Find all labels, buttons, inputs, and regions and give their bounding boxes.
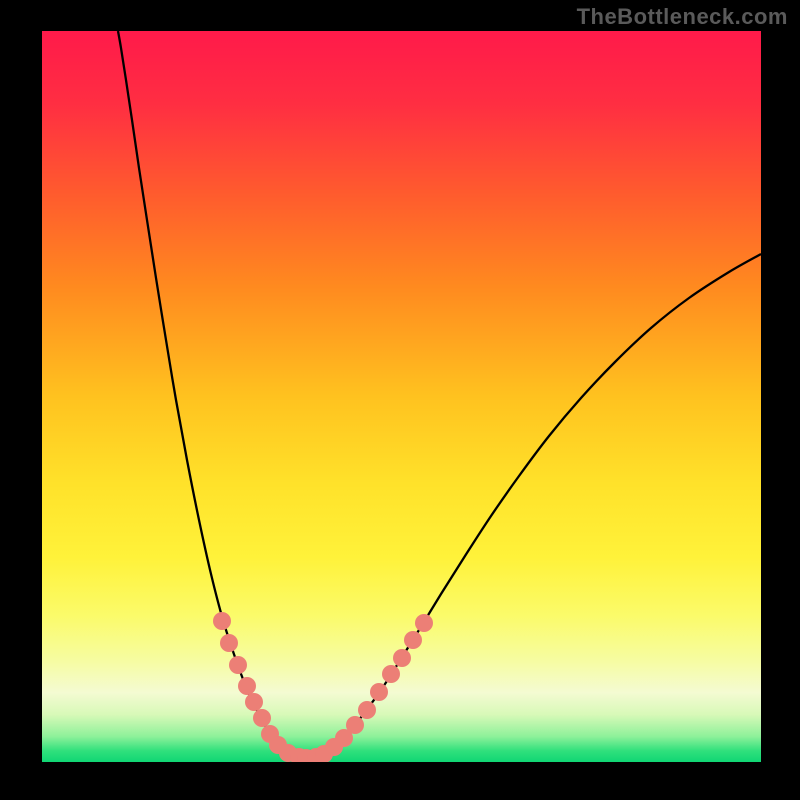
bottleneck-chart (0, 0, 800, 800)
highlight-dot (238, 677, 256, 695)
highlight-dot (415, 614, 433, 632)
highlight-dot (393, 649, 411, 667)
highlight-dot (382, 665, 400, 683)
highlight-dot (245, 693, 263, 711)
highlight-dot (220, 634, 238, 652)
highlight-dot (213, 612, 231, 630)
highlight-dot (370, 683, 388, 701)
highlight-dot (229, 656, 247, 674)
highlight-dot (358, 701, 376, 719)
highlight-dot (404, 631, 422, 649)
highlight-dot (253, 709, 271, 727)
highlight-dot (346, 716, 364, 734)
